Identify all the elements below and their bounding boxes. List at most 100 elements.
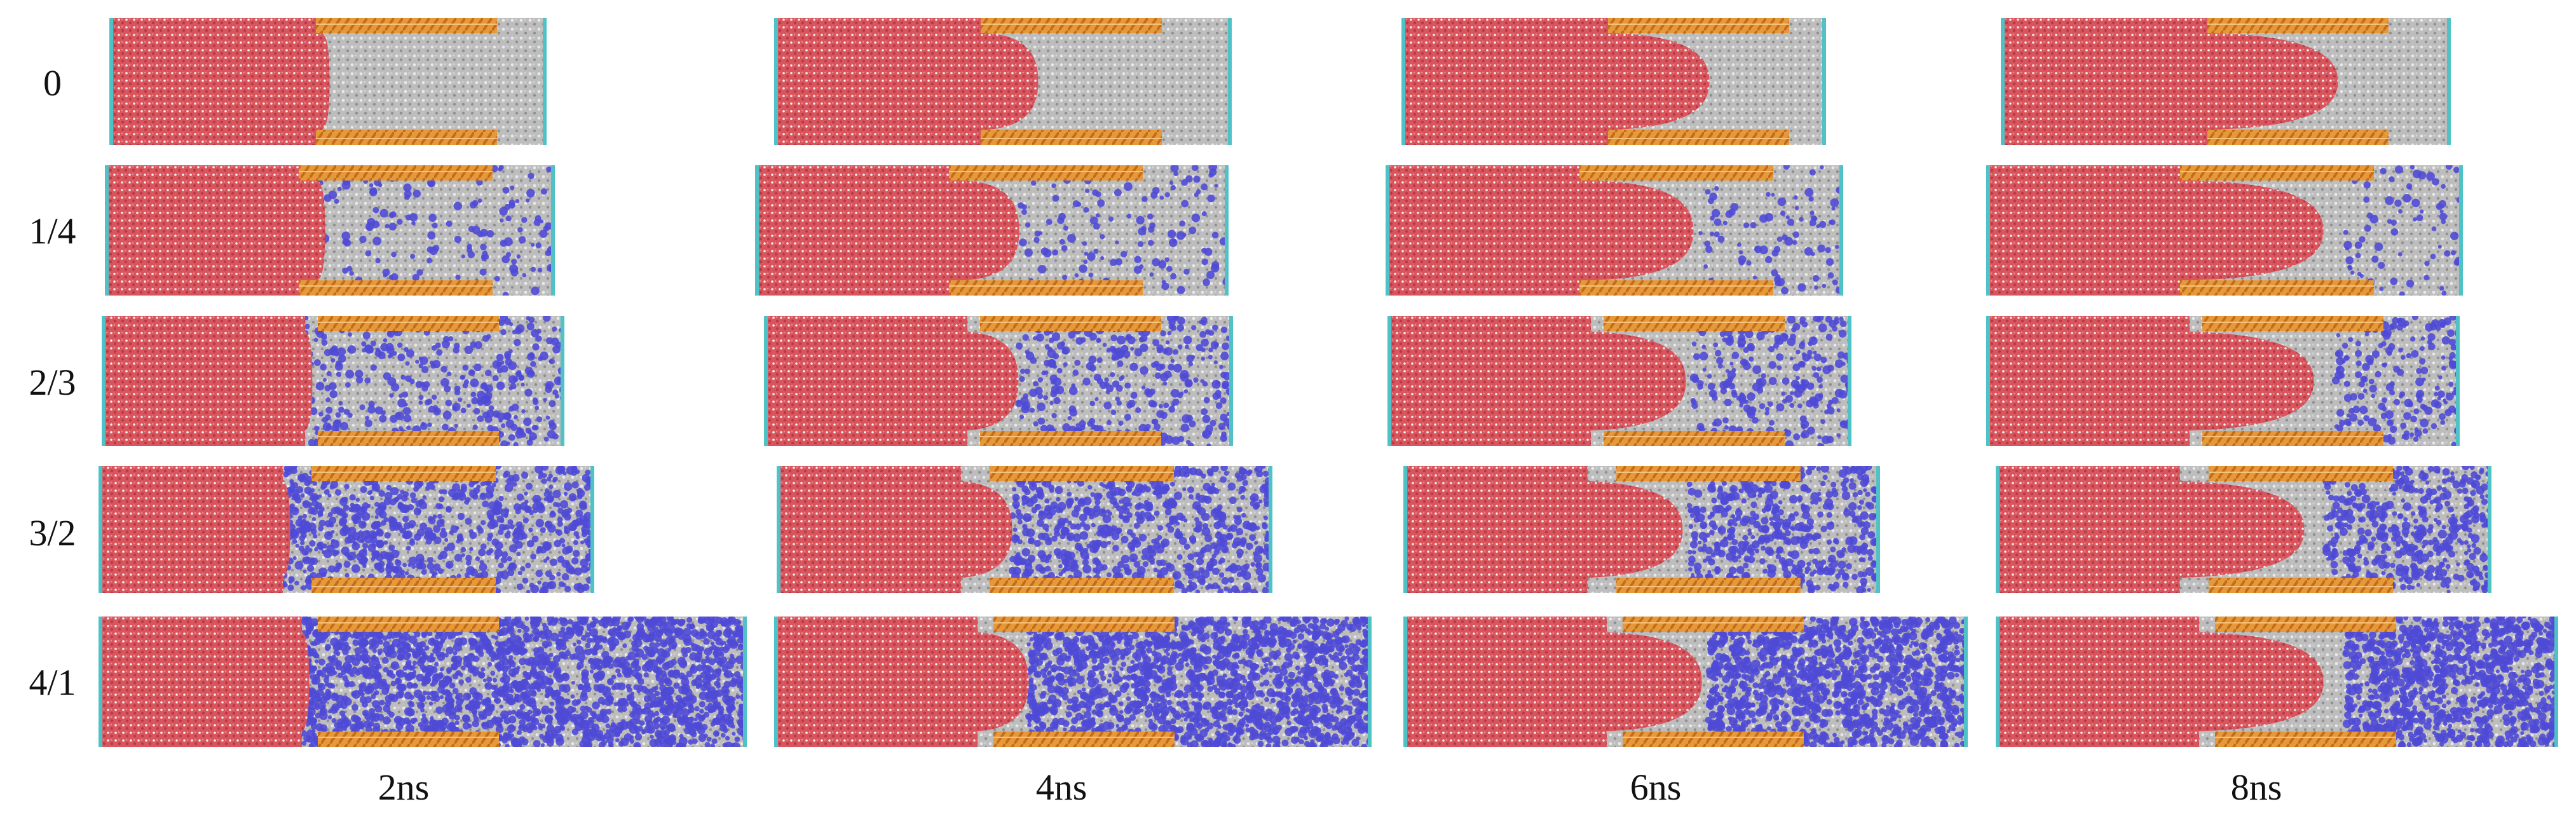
solute-particle [2445, 564, 2451, 569]
solute-particle [398, 635, 407, 644]
solute-particle [1806, 382, 1815, 390]
solute-particle [2414, 535, 2423, 543]
solute-particle [417, 480, 424, 487]
boundary-right [1822, 18, 1826, 145]
solute-particle [421, 569, 427, 575]
solute-particle [1135, 407, 1141, 413]
solute-particle [1114, 189, 1122, 196]
solute-particle [1175, 466, 1182, 473]
solute-particle [2403, 412, 2411, 420]
solute-particle [601, 650, 610, 659]
solute-particle [289, 503, 295, 509]
solute-particle [2436, 503, 2443, 510]
solute-particle [1761, 525, 1769, 534]
solute-particle [473, 407, 480, 415]
solute-particle [2398, 348, 2403, 353]
solute-particle [576, 489, 585, 498]
solute-particle [397, 353, 405, 362]
solute-particle [342, 512, 348, 519]
solute-particle [1140, 366, 1148, 375]
solute-particle [1834, 359, 1844, 368]
solute-particle [1136, 571, 1145, 580]
solute-particle [501, 423, 506, 428]
solute-particle [1039, 231, 1043, 235]
solute-particle [388, 222, 397, 231]
solute-particle [572, 643, 577, 647]
solute-particle [287, 584, 294, 591]
solute-particle [709, 658, 716, 665]
solute-particle [1227, 482, 1236, 491]
solute-particle [2362, 388, 2368, 393]
solute-particle [1065, 498, 1073, 507]
solute-particle [2334, 521, 2341, 529]
solute-particle [1112, 566, 1121, 575]
boundary-right [561, 316, 564, 446]
solute-particle [1241, 513, 1246, 518]
solute-particle [1180, 423, 1190, 432]
solute-particle [560, 500, 568, 508]
solute-particle [724, 670, 733, 679]
solute-particle [1024, 248, 1033, 257]
solute-particle [2374, 242, 2383, 251]
solute-particle [351, 532, 360, 541]
solute-particle [2362, 363, 2370, 371]
solute-particle [1082, 496, 1092, 506]
solute-particle [457, 492, 467, 501]
solute-particle [1068, 331, 1076, 339]
solute-particle [1082, 559, 1089, 566]
solute-particle [504, 353, 511, 360]
solute-particle [545, 415, 550, 420]
solute-particle [2361, 494, 2371, 503]
solute-particle [515, 371, 522, 378]
solute-particle [512, 531, 517, 535]
solute-particle [2466, 477, 2474, 485]
solute-particle [634, 733, 643, 741]
solute-particle [368, 348, 374, 353]
solute-particle [466, 566, 475, 575]
solute-particle [2420, 404, 2426, 409]
solute-particle [667, 625, 676, 634]
solute-particle [1253, 554, 1262, 563]
solute-particle [365, 416, 369, 420]
wall-top [316, 18, 497, 33]
solute-particle [2392, 491, 2396, 496]
solute-particle [2350, 393, 2357, 401]
solute-particle [512, 474, 520, 482]
solute-particle [292, 556, 297, 560]
solute-particle [1241, 589, 1248, 593]
solute-particle [1860, 527, 1869, 535]
solute-particle [1208, 470, 1214, 477]
solute-particle [1210, 341, 1219, 350]
snapshot-image [99, 617, 747, 747]
solute-particle [1172, 316, 1178, 322]
solute-particle [440, 378, 449, 387]
solute-particle [1172, 571, 1182, 580]
solute-particle [1771, 481, 1777, 487]
solute-particle [1189, 420, 1196, 428]
solute-particle [1028, 537, 1035, 544]
wall-top [990, 466, 1174, 481]
solute-particle [1817, 511, 1823, 518]
solute-particle [1155, 493, 1162, 499]
solute-particle [533, 399, 539, 406]
solute-particle [1264, 543, 1270, 550]
solute-particle [2423, 275, 2430, 281]
solute-particle [564, 529, 569, 535]
solute-particle [439, 550, 448, 559]
solute-particle [372, 207, 379, 214]
solute-particle [1178, 344, 1183, 350]
solute-particle [1096, 357, 1103, 364]
solute-particle [1813, 350, 1817, 355]
solute-particle [2343, 240, 2352, 250]
solute-particle [1178, 583, 1185, 590]
solute-particle [1188, 494, 1194, 500]
solute-particle [435, 503, 442, 510]
solute-particle [686, 617, 693, 623]
solute-particle [2406, 584, 2412, 590]
solute-particle [1818, 393, 1823, 399]
solute-particle [657, 735, 662, 740]
solute-particle [2397, 252, 2402, 257]
solute-particle [372, 484, 379, 490]
solute-particle [1128, 399, 1136, 407]
solute-particle [2399, 577, 2403, 582]
